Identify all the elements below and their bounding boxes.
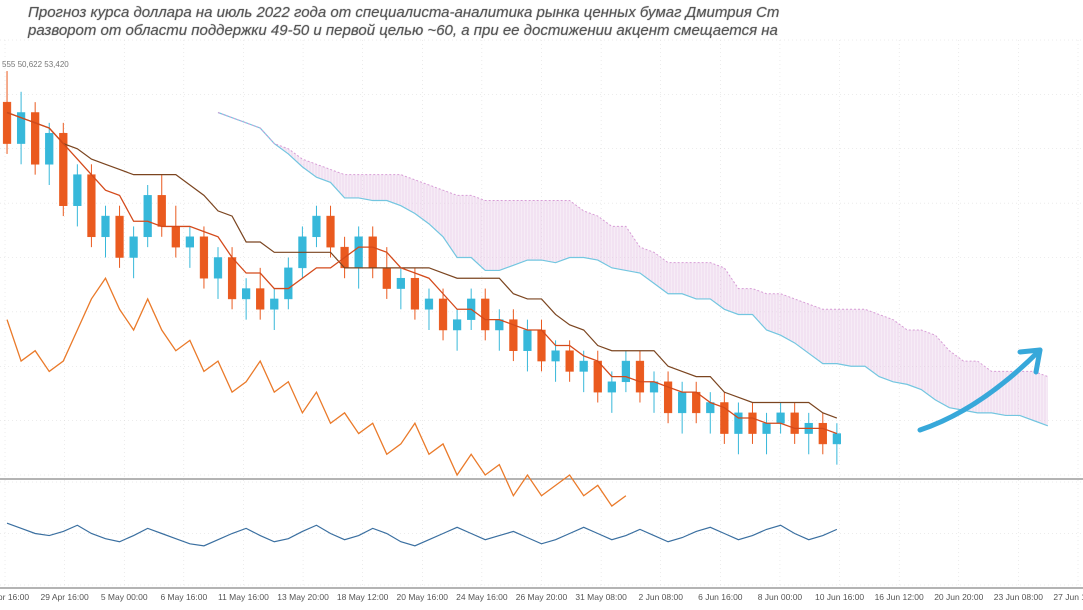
svg-text:2 Jun 08:00: 2 Jun 08:00 <box>639 592 684 602</box>
svg-text:6 Jun 16:00: 6 Jun 16:00 <box>698 592 743 602</box>
svg-text:11 May 16:00: 11 May 16:00 <box>218 592 269 602</box>
svg-text:10 Jun 16:00: 10 Jun 16:00 <box>815 592 864 602</box>
svg-text:23 Jun 08:00: 23 Jun 08:00 <box>994 592 1043 602</box>
svg-text:27 Apr 16:00: 27 Apr 16:00 <box>0 592 29 602</box>
svg-text:20 May 16:00: 20 May 16:00 <box>397 592 449 602</box>
svg-text:20 Jun 20:00: 20 Jun 20:00 <box>934 592 983 602</box>
svg-text:26 May 20:00: 26 May 20:00 <box>516 592 568 602</box>
title-line-2: разворот от области поддержки 49-50 и пе… <box>28 22 1055 40</box>
svg-text:13 May 20:00: 13 May 20:00 <box>277 592 329 602</box>
ticker-label: 555 50,622 53,420 <box>2 60 69 69</box>
svg-text:18 May 12:00: 18 May 12:00 <box>337 592 389 602</box>
svg-text:24 May 16:00: 24 May 16:00 <box>456 592 508 602</box>
chart-title: Прогноз курса доллара на июль 2022 года … <box>0 0 1083 42</box>
chart-container: Прогноз курса доллара на июль 2022 года … <box>0 0 1083 610</box>
title-line-1: Прогноз курса доллара на июль 2022 года … <box>28 4 1055 22</box>
svg-text:5 May 00:00: 5 May 00:00 <box>101 592 148 602</box>
oscillator-line <box>7 523 837 546</box>
svg-text:16 Jun 12:00: 16 Jun 12:00 <box>875 592 924 602</box>
svg-text:8 Jun 00:00: 8 Jun 00:00 <box>758 592 803 602</box>
x-axis: 27 Apr 16:00 29 Apr 16:00 5 May 00:00 6 May… <box>0 592 1083 602</box>
svg-text:27 Jun 16:00: 27 Jun 16:00 <box>1053 592 1083 602</box>
price-chart[interactable]: 27 Apr 16:00 29 Apr 16:00 5 May 00:00 6 May… <box>0 0 1083 610</box>
svg-text:29 Apr 16:00: 29 Apr 16:00 <box>41 592 89 602</box>
grid <box>0 40 1083 588</box>
svg-text:6 May 16:00: 6 May 16:00 <box>160 592 207 602</box>
chikou-line <box>7 278 626 506</box>
svg-text:31 May 08:00: 31 May 08:00 <box>575 592 627 602</box>
